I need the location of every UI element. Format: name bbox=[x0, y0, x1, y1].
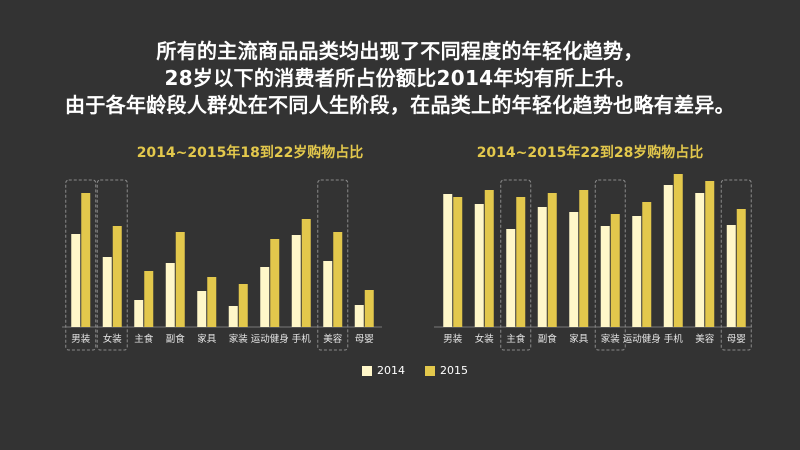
bar-1-2015-4 bbox=[579, 190, 589, 327]
bar-0-2015-6 bbox=[270, 239, 280, 327]
chart-title-18-22: 2014~2015年18到22岁购物占比 bbox=[136, 145, 364, 161]
tick-label-0-4: 家具 bbox=[197, 333, 217, 345]
tick-label-1-1: 女装 bbox=[475, 333, 495, 345]
highlight-box-1-9 bbox=[720, 179, 752, 351]
tick-label-0-0: 男装 bbox=[71, 333, 91, 345]
bar-0-2015-5 bbox=[238, 284, 248, 327]
bar-0-2014-0 bbox=[71, 234, 81, 327]
bar-1-2015-8 bbox=[705, 181, 715, 327]
bar-0-2014-1 bbox=[102, 257, 112, 327]
bar-0-2015-1 bbox=[112, 226, 122, 327]
highlight-box-0-8 bbox=[317, 179, 349, 351]
bar-1-2014-7 bbox=[663, 185, 673, 327]
headline-line-1: 所有的主流商品品类均出现了不同程度的年轻化趋势， bbox=[156, 39, 644, 63]
legend-swatch-2014 bbox=[362, 365, 372, 376]
bar-0-2015-0 bbox=[81, 193, 91, 327]
bar-1-2014-8 bbox=[695, 193, 705, 327]
tick-label-1-5: 家装 bbox=[601, 333, 621, 345]
tick-label-0-3: 副食 bbox=[166, 333, 186, 345]
highlight-box-0-0 bbox=[65, 179, 97, 351]
highlight-box-1-5 bbox=[594, 179, 626, 351]
bar-1-2014-4 bbox=[569, 212, 579, 327]
bar-0-2014-7 bbox=[291, 235, 301, 327]
highlight-box-1-2 bbox=[500, 179, 532, 351]
tick-label-1-7: 手机 bbox=[664, 333, 684, 345]
bar-1-2015-3 bbox=[547, 193, 557, 327]
legend-item-2015: 2015 bbox=[425, 364, 468, 377]
bar-0-2014-9 bbox=[354, 305, 364, 327]
tick-label-1-2: 主食 bbox=[506, 333, 526, 345]
headline-line-2: 28岁以下的消费者所占份额比2014年均有所上升。 bbox=[164, 66, 636, 90]
legend-label-2015: 2015 bbox=[440, 364, 468, 377]
tick-label-1-6: 运动健身 bbox=[623, 333, 661, 345]
bar-0-2014-8 bbox=[323, 261, 333, 327]
bar-0-2014-5 bbox=[228, 306, 238, 327]
highlight-box-0-1 bbox=[96, 179, 128, 351]
legend-label-2014: 2014 bbox=[377, 364, 405, 377]
bar-1-2014-2 bbox=[506, 229, 516, 327]
bar-0-2014-4 bbox=[197, 291, 207, 327]
tick-label-0-6: 运动健身 bbox=[251, 333, 289, 345]
bar-1-2014-0 bbox=[443, 194, 453, 327]
tick-label-0-9: 母婴 bbox=[355, 334, 374, 345]
bar-0-2014-3 bbox=[165, 263, 175, 327]
bar-1-2015-5 bbox=[610, 214, 620, 327]
bar-1-2015-2 bbox=[516, 197, 526, 327]
bar-1-2015-6 bbox=[642, 202, 652, 327]
tick-label-1-9: 母婴 bbox=[727, 334, 746, 345]
bar-0-2015-3 bbox=[175, 232, 185, 327]
bar-1-2014-6 bbox=[632, 216, 642, 327]
bar-0-2014-2 bbox=[134, 300, 144, 327]
tick-label-1-3: 副食 bbox=[538, 333, 558, 345]
tick-label-0-7: 手机 bbox=[292, 333, 312, 345]
headline: 所有的主流商品品类均出现了不同程度的年轻化趋势， 28岁以下的消费者所占份额比2… bbox=[0, 38, 800, 119]
bar-0-2015-4 bbox=[207, 277, 217, 327]
bar-0-2015-7 bbox=[301, 219, 311, 327]
bar-0-2014-6 bbox=[260, 267, 270, 327]
tick-label-1-4: 家具 bbox=[569, 333, 589, 345]
tick-label-0-2: 主食 bbox=[134, 333, 154, 345]
bar-1-2015-7 bbox=[673, 174, 683, 327]
tick-label-0-5: 家装 bbox=[229, 333, 249, 345]
bar-0-2015-8 bbox=[333, 232, 343, 327]
chart-title-22-28: 2014~2015年22到28岁购物占比 bbox=[476, 145, 704, 161]
legend-swatch-2015 bbox=[425, 365, 435, 376]
bar-1-2015-1 bbox=[484, 190, 494, 327]
tick-label-1-0: 男装 bbox=[443, 333, 463, 345]
tick-label-0-8: 美容 bbox=[323, 333, 343, 345]
headline-line-3: 由于各年龄段人群处在不同人生阶段，在品类上的年轻化趋势也略有差异。 bbox=[65, 93, 735, 117]
bar-1-2014-9 bbox=[726, 225, 736, 327]
tick-label-0-1: 女装 bbox=[103, 333, 123, 345]
bar-1-2015-9 bbox=[736, 209, 746, 327]
bar-1-2014-1 bbox=[474, 204, 484, 327]
bar-1-2014-5 bbox=[600, 226, 610, 327]
legend: 2014 2015 bbox=[362, 364, 488, 377]
legend-item-2014: 2014 bbox=[362, 364, 405, 377]
bar-0-2015-2 bbox=[144, 271, 154, 327]
tick-label-1-8: 美容 bbox=[695, 333, 715, 345]
bar-1-2015-0 bbox=[453, 197, 463, 327]
bar-1-2014-3 bbox=[537, 207, 547, 327]
bar-0-2015-9 bbox=[364, 290, 374, 327]
